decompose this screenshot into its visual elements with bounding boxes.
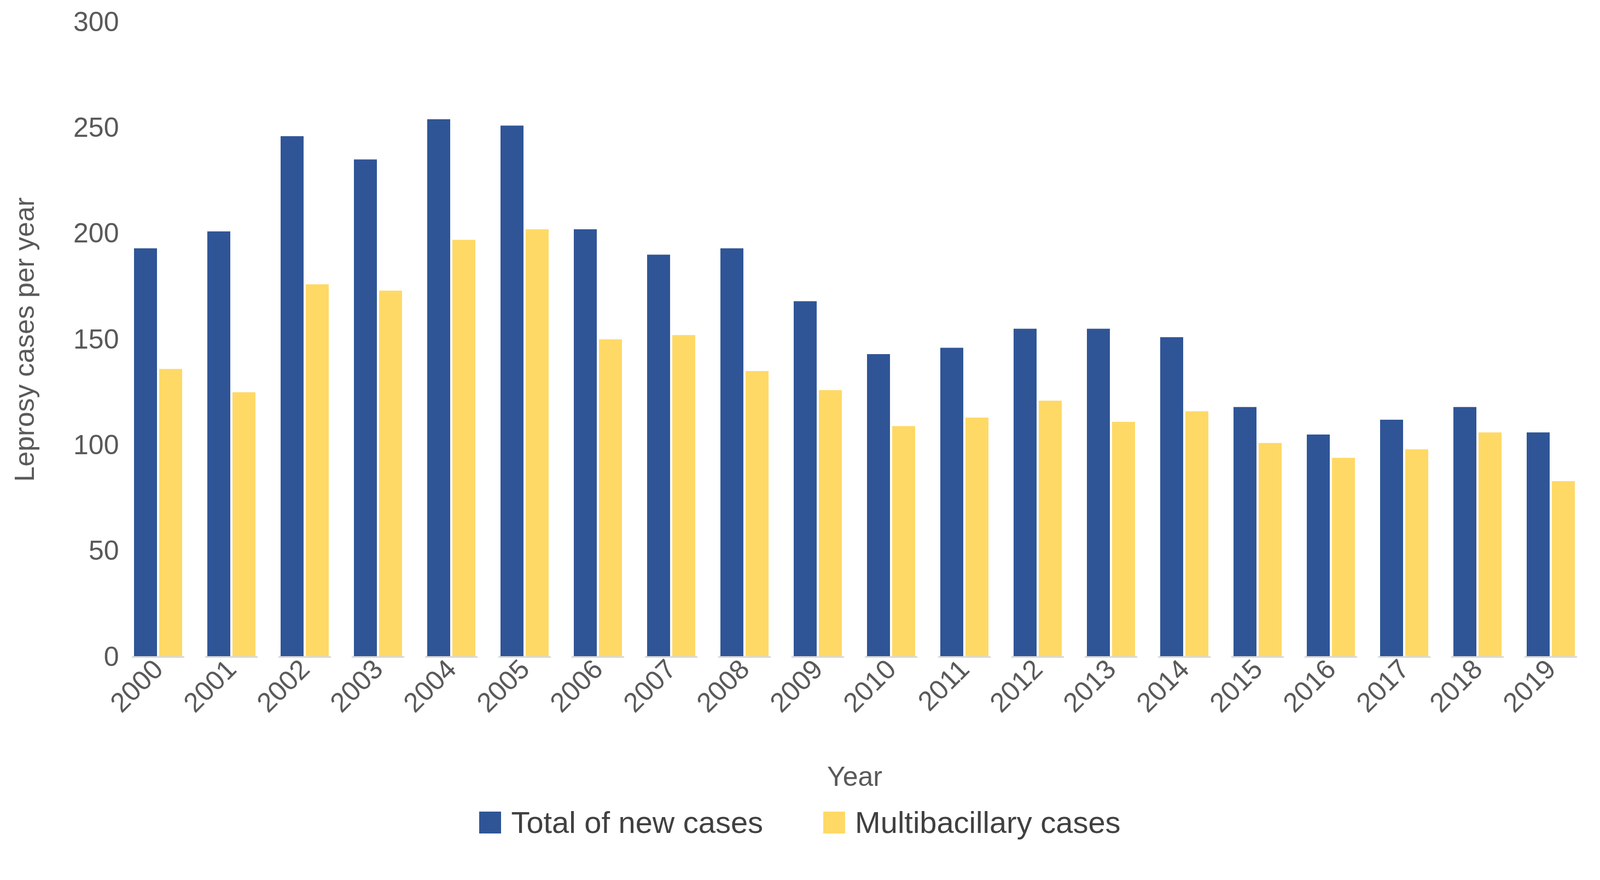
svg-text:200: 200 — [73, 217, 119, 249]
svg-text:2018: 2018 — [1423, 653, 1488, 718]
svg-text:0: 0 — [103, 641, 120, 672]
svg-text:2002: 2002 — [250, 653, 316, 718]
svg-text:Leprosy cases per year: Leprosy cases per year — [9, 197, 40, 482]
html-text:Multibacillary cases: Multibacillary cases — [855, 804, 1121, 840]
svg-text:2010: 2010 — [836, 653, 902, 718]
svg-text:2016: 2016 — [1276, 653, 1342, 718]
svg-text:2009: 2009 — [763, 653, 829, 718]
svg-text:2015: 2015 — [1203, 653, 1268, 718]
svg-text:2017: 2017 — [1350, 653, 1415, 718]
svg-text:2019: 2019 — [1496, 653, 1562, 718]
svg-text:250: 250 — [73, 112, 119, 143]
svg-text:150: 150 — [73, 323, 119, 355]
svg-text:2008: 2008 — [690, 653, 755, 718]
svg-text:2006: 2006 — [543, 653, 609, 718]
svg-text:2005: 2005 — [470, 653, 535, 718]
svg-text:2013: 2013 — [1056, 653, 1122, 718]
svg-text:2000: 2000 — [104, 653, 169, 718]
svg-text:2003: 2003 — [323, 653, 389, 718]
svg-text:100: 100 — [73, 429, 119, 461]
svg-text:2007: 2007 — [617, 653, 682, 718]
html-text:Total of new cases: Total of new cases — [511, 804, 764, 840]
svg-text:2001: 2001 — [177, 653, 242, 718]
svg-text:2014: 2014 — [1130, 653, 1195, 718]
svg-text:2011: 2011 — [911, 653, 976, 717]
svg-text:300: 300 — [73, 6, 119, 38]
svg-text:2012: 2012 — [983, 653, 1049, 718]
svg-text:2004: 2004 — [397, 653, 462, 718]
svg-text:50: 50 — [88, 534, 120, 566]
svg-text:Year: Year — [827, 760, 883, 792]
